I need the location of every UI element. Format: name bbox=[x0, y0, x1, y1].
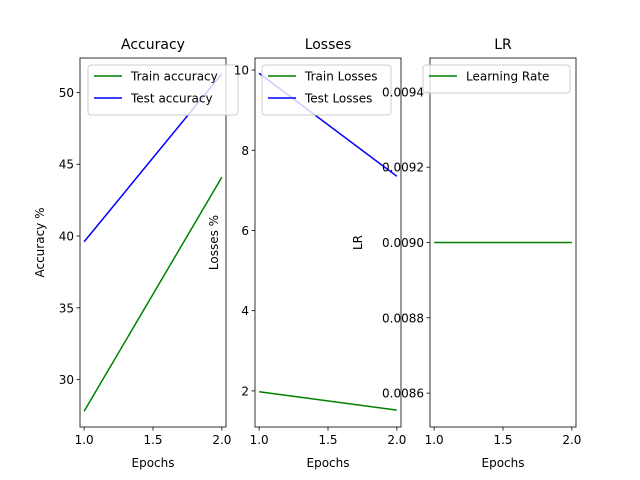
legend-entry: Test Losses bbox=[304, 92, 372, 106]
y-axis-label: Accuracy % bbox=[33, 207, 47, 277]
x-axis-label: Epochs bbox=[482, 456, 525, 470]
chart-panel-2: 1.0 1.5 2.0 0.0086 0.0088 0.0090 0.0092 0.0094 L… bbox=[351, 37, 581, 470]
y-tick-label: 0.0094 bbox=[382, 85, 424, 99]
x-tick-label: 1.5 bbox=[318, 433, 337, 447]
legend-entry: Test accuracy bbox=[130, 92, 213, 106]
y-tick-label: 6 bbox=[241, 224, 249, 238]
legend: Train Losses Test Losses bbox=[261, 64, 392, 116]
y-tick-label: 2 bbox=[241, 384, 249, 398]
x-tick-label: 2.0 bbox=[387, 433, 406, 447]
y-tick-label: 0.0086 bbox=[382, 387, 424, 401]
x-tick-label: 2.0 bbox=[562, 433, 581, 447]
y-axis-label: Losses % bbox=[207, 215, 221, 270]
x-axis-label: Epochs bbox=[307, 456, 350, 470]
y-tick-label: 30 bbox=[59, 373, 74, 387]
y-tick-label: 0.0088 bbox=[382, 311, 424, 325]
x-tick-label: 2.0 bbox=[212, 433, 231, 447]
y-tick-label: 4 bbox=[241, 304, 249, 318]
legend-box bbox=[87, 64, 239, 116]
chart-panel-0: 1.0 1.5 2.0 30 35 40 45 50 Accuracy Epochs Accurac… bbox=[33, 37, 239, 470]
legend-entry: Train Losses bbox=[304, 70, 378, 84]
x-tick-label: 1.5 bbox=[493, 433, 512, 447]
y-tick-label: 45 bbox=[59, 158, 74, 172]
y-tick-label: 0.0090 bbox=[382, 236, 424, 250]
legend-entry: Train accuracy bbox=[130, 70, 218, 84]
x-tick-label: 1.0 bbox=[250, 433, 269, 447]
x-axis-label: Epochs bbox=[132, 456, 175, 470]
legend-entry: Learning Rate bbox=[466, 70, 549, 84]
y-tick-label: 40 bbox=[59, 230, 74, 244]
legend: Train accuracy Test accuracy bbox=[87, 64, 239, 116]
x-tick-label: 1.5 bbox=[143, 433, 162, 447]
chart-title: Losses bbox=[305, 37, 352, 53]
legend-box bbox=[261, 64, 392, 116]
chart-title: LR bbox=[494, 37, 512, 53]
x-tick-label: 1.0 bbox=[75, 433, 94, 447]
chart-panel-1: 1.0 1.5 2.0 2 4 6 8 10 Losses Epochs Losses % Train… bbox=[207, 37, 406, 470]
y-tick-label: 8 bbox=[241, 144, 249, 158]
series-line-train-losses bbox=[259, 390, 397, 411]
legend-box bbox=[422, 64, 571, 94]
x-tick-label: 1.0 bbox=[425, 433, 444, 447]
y-tick-label: 35 bbox=[59, 301, 74, 315]
y-axis-label: LR bbox=[351, 235, 365, 250]
series-line-train-accuracy bbox=[83, 176, 223, 412]
y-tick-label: 0.0092 bbox=[382, 161, 424, 175]
y-tick-label: 10 bbox=[234, 64, 249, 78]
chart-title: Accuracy bbox=[121, 37, 185, 53]
y-tick-label: 50 bbox=[59, 86, 74, 100]
legend: Learning Rate bbox=[422, 64, 571, 94]
